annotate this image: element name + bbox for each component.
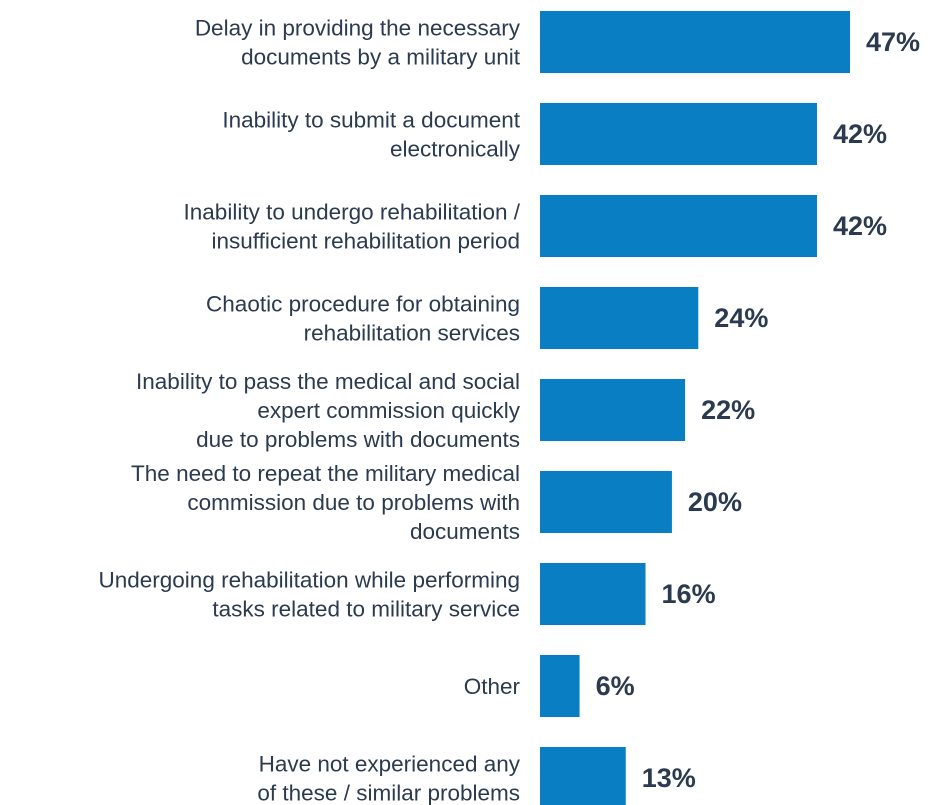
bar	[540, 563, 646, 625]
value-label: 42%	[833, 211, 887, 241]
category-label-line: Chaotic procedure for obtaining	[206, 292, 520, 317]
category-label-line: Inability to undergo rehabilitation /	[184, 200, 521, 225]
category-label: Undergoing rehabilitation while performi…	[99, 568, 521, 622]
bar	[540, 11, 850, 73]
bar	[540, 655, 580, 717]
category-label-line: Inability to submit a document	[222, 108, 520, 133]
category-label: Inability to submit a document electronic…	[222, 108, 520, 162]
category-label: Inability to undergo rehabilitation / ins…	[184, 200, 521, 254]
bar	[540, 747, 626, 805]
category-label-line: Delay in providing the necessary	[195, 16, 521, 41]
category-label-line: Have not experienced any	[259, 752, 521, 777]
value-label: 22%	[701, 395, 755, 425]
category-label-line: Other	[464, 674, 521, 699]
bar	[540, 103, 818, 165]
category-label-line: The need to repeat the military medical	[131, 461, 520, 486]
category-label-line: expert commission quickly	[257, 398, 520, 423]
value-label: 16%	[662, 579, 716, 609]
bar	[540, 471, 672, 533]
category-label-line: rehabilitation services	[304, 321, 520, 346]
category-label-line: electronically	[390, 137, 521, 162]
category-label-line: Inability to pass the medical and social	[136, 369, 520, 394]
bar	[540, 195, 818, 257]
category-label-line: tasks related to military service	[212, 597, 520, 622]
value-label: 47%	[866, 27, 920, 57]
category-label-line: of these / similar problems	[257, 781, 520, 805]
value-label: 6%	[596, 671, 635, 701]
category-label-line: commission due to problems with	[187, 490, 520, 515]
value-label: 24%	[714, 303, 768, 333]
bars-group	[540, 11, 850, 805]
category-label: Chaotic procedure for obtaining rehabilit…	[206, 292, 520, 346]
bar	[540, 287, 699, 349]
value-label: 20%	[688, 487, 742, 517]
value-label: 13%	[642, 763, 696, 793]
category-label-line: documents	[410, 519, 520, 544]
category-label: Other	[464, 674, 521, 699]
category-label-line: insufficient rehabilitation period	[211, 229, 520, 254]
value-label: 42%	[833, 119, 887, 149]
category-label: Have not experienced any of these / simil…	[257, 752, 520, 805]
value-labels-group: 47% 42% 42% 24% 22% 20% 16% 6% 13%	[596, 27, 920, 793]
category-label: The need to repeat the military medical c…	[131, 461, 520, 544]
category-label: Delay in providing the necessary document…	[195, 16, 521, 70]
category-label-line: documents by a military unit	[241, 45, 521, 70]
category-label-line: due to problems with documents	[196, 427, 520, 452]
category-labels-group: Delay in providing the necessary document…	[99, 16, 521, 805]
category-label: Inability to pass the medical and social…	[136, 369, 521, 452]
category-label-line: Undergoing rehabilitation while performi…	[99, 568, 521, 593]
bar	[540, 379, 686, 441]
